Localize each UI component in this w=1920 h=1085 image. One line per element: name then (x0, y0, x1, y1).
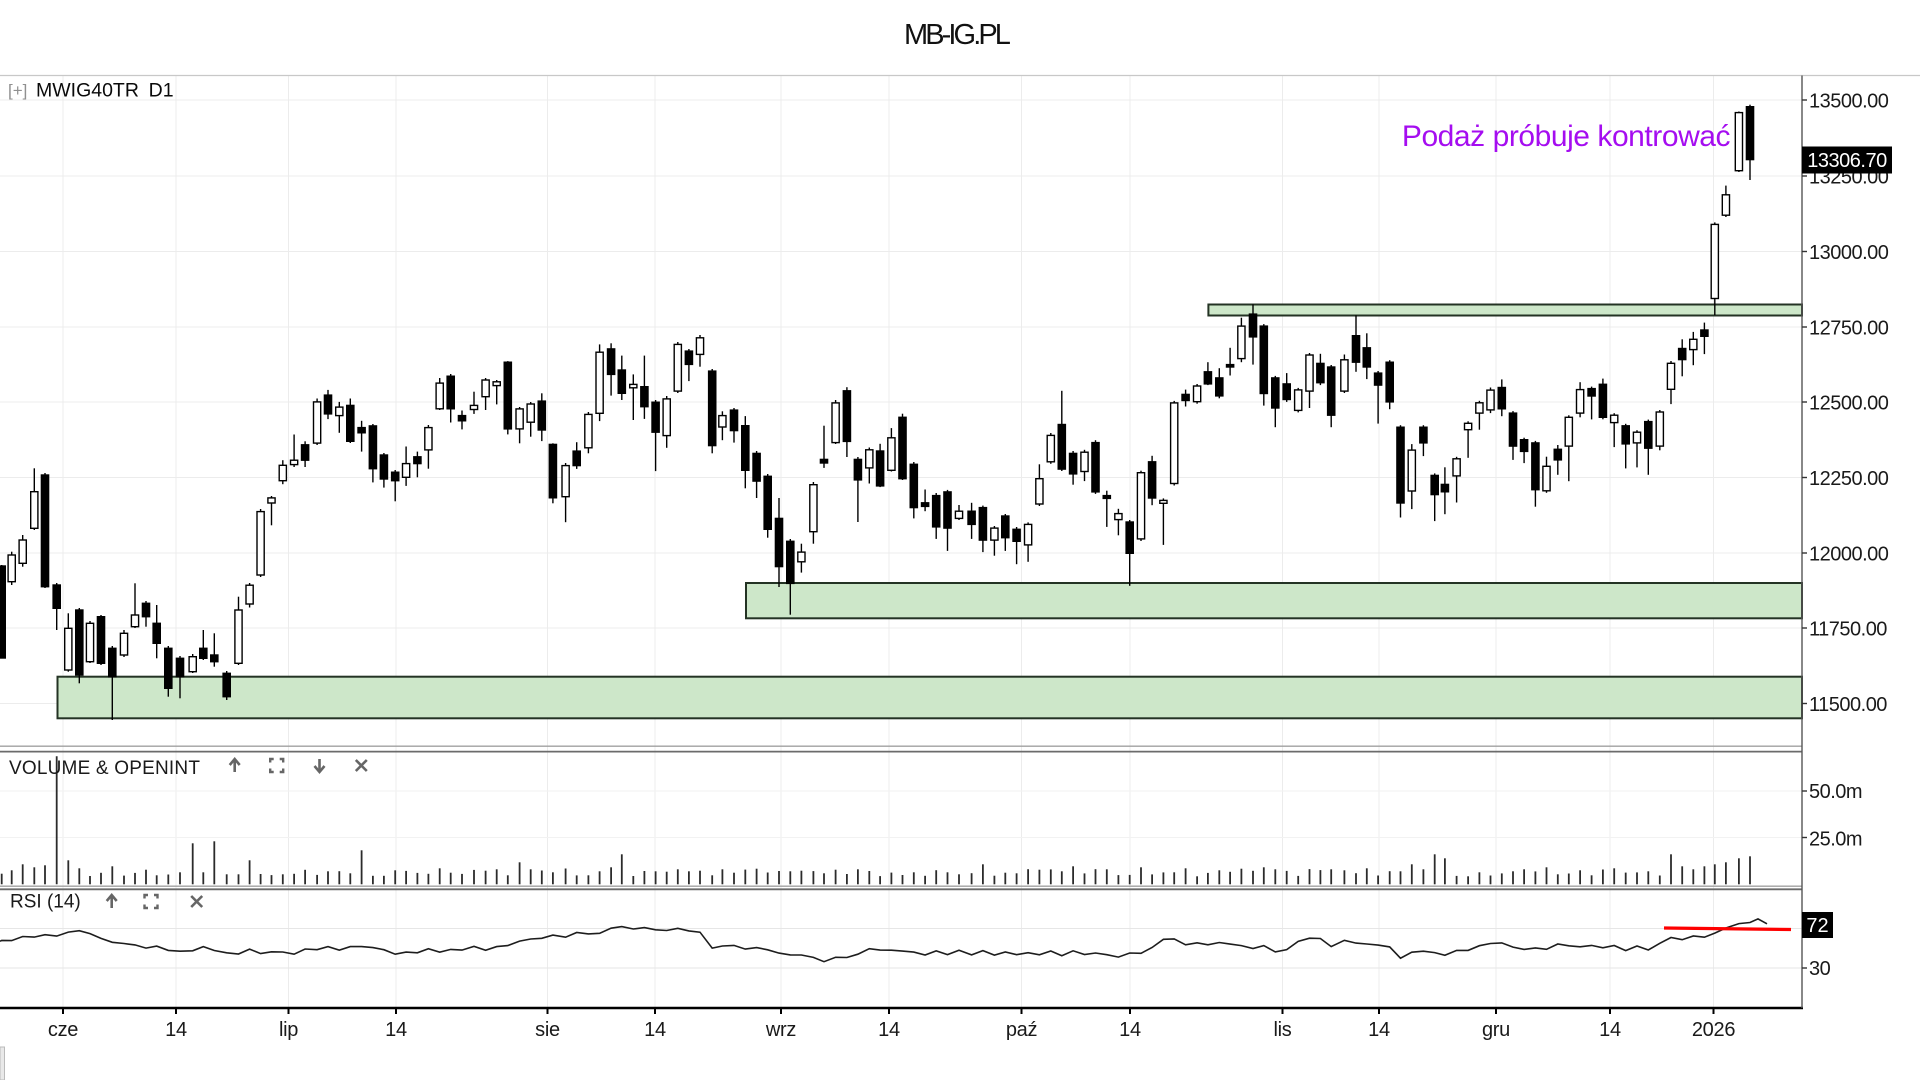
svg-text:RSI (14): RSI (14) (10, 892, 81, 913)
svg-text:cze: cze (48, 1019, 78, 1041)
svg-text:14: 14 (165, 1019, 187, 1041)
svg-text:13000.00: 13000.00 (1809, 242, 1889, 264)
svg-text:12500.00: 12500.00 (1809, 393, 1889, 415)
svg-text:25.0m: 25.0m (1809, 829, 1862, 851)
svg-text:gru: gru (1482, 1019, 1510, 1041)
svg-text:14: 14 (385, 1019, 407, 1041)
svg-text:14: 14 (1368, 1019, 1390, 1041)
svg-text:lip: lip (279, 1019, 298, 1041)
svg-text:Podaż próbuje kontrować: Podaż próbuje kontrować (1402, 120, 1731, 153)
svg-text:14: 14 (878, 1019, 900, 1041)
svg-text:2026: 2026 (1692, 1019, 1735, 1041)
svg-text:MWIG40TR D1: MWIG40TR D1 (36, 80, 174, 102)
svg-text:11500.00: 11500.00 (1809, 694, 1887, 716)
svg-text:50.0m: 50.0m (1809, 781, 1862, 803)
svg-text:72: 72 (1806, 915, 1828, 937)
svg-text:13306.70: 13306.70 (1807, 150, 1887, 172)
svg-text:11750.00: 11750.00 (1809, 619, 1887, 641)
svg-text:12250.00: 12250.00 (1809, 468, 1889, 490)
svg-text:12750.00: 12750.00 (1809, 318, 1889, 340)
svg-text:14: 14 (1599, 1019, 1621, 1041)
svg-text:MB-IG.PL: MB-IG.PL (904, 19, 1011, 51)
svg-text:lis: lis (1274, 1019, 1292, 1041)
svg-text:[+]: [+] (8, 81, 27, 100)
svg-text:VOLUME & OPENINT: VOLUME & OPENINT (9, 758, 200, 779)
svg-text:30: 30 (1809, 958, 1831, 980)
svg-text:sie: sie (535, 1019, 560, 1041)
svg-text:14: 14 (1119, 1019, 1141, 1041)
svg-text:12000.00: 12000.00 (1809, 544, 1889, 566)
svg-text:paź: paź (1006, 1019, 1037, 1041)
svg-text:14: 14 (644, 1019, 666, 1041)
svg-text:13500.00: 13500.00 (1809, 91, 1889, 113)
svg-text:wrz: wrz (765, 1019, 796, 1041)
